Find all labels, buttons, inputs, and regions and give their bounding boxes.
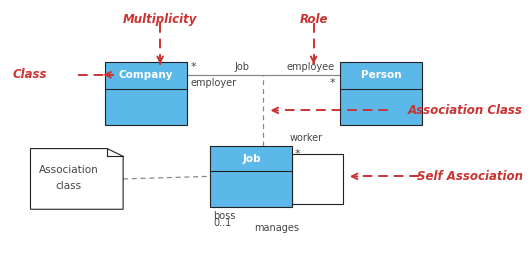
Bar — [340, 89, 422, 125]
Bar — [105, 62, 187, 89]
Text: class: class — [56, 181, 82, 191]
Text: worker: worker — [290, 133, 323, 143]
Bar — [211, 146, 293, 207]
Text: *: * — [191, 62, 196, 72]
Bar — [293, 154, 343, 204]
Bar — [340, 62, 422, 89]
Text: employee: employee — [287, 62, 335, 72]
Text: Association: Association — [39, 165, 99, 175]
Text: manages: manages — [254, 223, 299, 233]
Bar — [340, 62, 422, 125]
Text: Multiplicity: Multiplicity — [123, 13, 197, 26]
Bar — [211, 171, 293, 207]
Text: Role: Role — [300, 13, 328, 26]
Text: *: * — [295, 149, 300, 159]
Text: Class: Class — [13, 68, 47, 81]
Text: Job: Job — [242, 154, 261, 164]
Text: Person: Person — [361, 70, 402, 80]
Bar — [105, 62, 187, 125]
Polygon shape — [30, 149, 123, 209]
Text: boss: boss — [213, 211, 236, 221]
Text: Job: Job — [235, 62, 250, 72]
Text: employer: employer — [191, 78, 237, 88]
Bar — [211, 146, 293, 171]
Text: Company: Company — [118, 70, 173, 80]
Bar — [105, 89, 187, 125]
Text: *: * — [329, 78, 335, 88]
Text: 0..1: 0..1 — [213, 218, 231, 228]
Text: Self Association: Self Association — [417, 170, 522, 183]
Text: Association Class: Association Class — [408, 104, 522, 117]
